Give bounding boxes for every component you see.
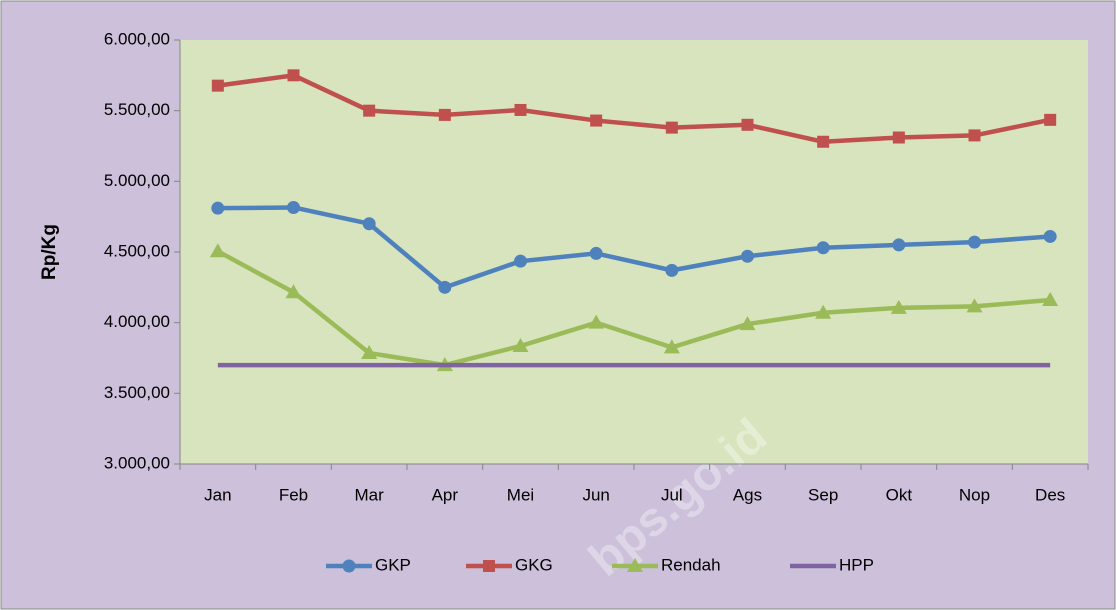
x-tick-label: Sep — [808, 485, 838, 504]
y-axis-label: Rp/Kg — [39, 224, 60, 280]
data-point — [816, 241, 830, 255]
data-point — [665, 263, 679, 277]
x-tick-label: Okt — [886, 485, 913, 504]
legend-label: Rendah — [661, 555, 721, 574]
x-tick-label: Mar — [355, 485, 385, 504]
data-point — [741, 118, 754, 131]
data-point — [211, 79, 224, 92]
legend-label: GKP — [375, 555, 411, 574]
y-tick-label: 3.500,00 — [104, 383, 170, 402]
data-point — [285, 284, 302, 299]
data-point — [890, 299, 907, 314]
y-tick-label: 4.500,00 — [104, 241, 170, 260]
data-point — [1042, 292, 1059, 307]
data-point — [363, 104, 376, 117]
x-tick-label: Jul — [661, 485, 683, 504]
data-point — [211, 201, 225, 215]
data-point — [739, 316, 756, 331]
data-point — [1044, 113, 1057, 126]
data-point — [665, 121, 678, 134]
data-point — [588, 314, 605, 329]
data-point — [287, 200, 300, 214]
x-tick-label: Jan — [204, 485, 231, 504]
x-tick-label: Ags — [733, 485, 762, 504]
data-point — [968, 129, 981, 142]
x-tick-label: Des — [1035, 485, 1065, 504]
data-point — [512, 337, 529, 352]
legend-marker — [483, 560, 495, 572]
plot-area — [180, 40, 1088, 464]
y-tick-label: 4.000,00 — [104, 312, 170, 331]
y-tick-label: 6.000,00 — [104, 29, 170, 48]
data-point — [817, 135, 830, 148]
data-point — [966, 298, 983, 313]
data-point — [209, 243, 226, 258]
data-point — [741, 249, 754, 263]
data-point — [589, 246, 603, 260]
y-tick-label: 5.500,00 — [104, 100, 170, 119]
data-point — [438, 280, 452, 294]
y-tick-label: 3.000,00 — [104, 453, 170, 472]
x-tick-label: Mei — [507, 485, 534, 504]
data-point — [590, 114, 603, 127]
data-point — [663, 339, 680, 354]
data-point — [361, 345, 378, 360]
x-tick-label: Feb — [279, 485, 308, 504]
data-point — [362, 217, 376, 231]
legend-marker — [342, 559, 356, 573]
data-point — [1043, 229, 1057, 243]
x-tick-label: Jun — [582, 485, 609, 504]
data-point — [815, 304, 832, 319]
legend-label: GKG — [515, 555, 553, 574]
data-point — [892, 131, 905, 144]
legend-marker — [627, 558, 643, 572]
y-tick-label: 5.000,00 — [104, 171, 170, 190]
data-point — [514, 254, 527, 268]
series-line — [217, 73, 1051, 145]
x-tick-label: Nop — [959, 485, 990, 504]
series-line — [216, 249, 1051, 368]
x-tick-label: Apr — [432, 485, 459, 504]
data-point — [968, 235, 981, 249]
data-point — [438, 108, 451, 121]
data-point — [287, 69, 300, 82]
series-line — [217, 205, 1051, 290]
data-point — [892, 238, 906, 252]
legend-label: HPP — [839, 555, 874, 574]
data-point — [514, 103, 527, 116]
